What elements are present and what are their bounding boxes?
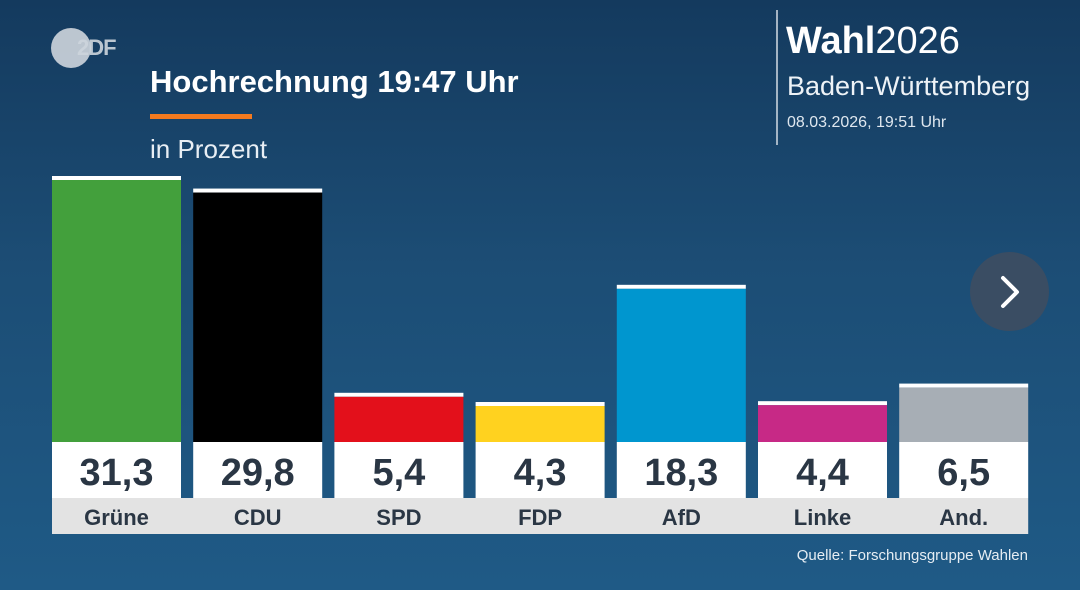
timestamp: 08.03.2026, 19:51 Uhr xyxy=(787,114,947,131)
bar-top-line xyxy=(616,284,746,289)
value-box xyxy=(616,442,746,498)
value-label: 6,5 xyxy=(937,452,990,494)
logo-circle xyxy=(51,28,91,68)
brand-divider xyxy=(776,10,778,145)
chevron-right-icon xyxy=(1000,275,1019,308)
bar-top-line xyxy=(899,383,1029,388)
chart-title: Hochrechnung 19:47 Uhr xyxy=(150,64,519,99)
category-label: FDP xyxy=(518,505,562,530)
bar-5 xyxy=(616,288,746,442)
bar-3 xyxy=(334,396,464,442)
bar-2 xyxy=(193,192,323,442)
bar-top-line xyxy=(334,392,464,397)
category-label: Grüne xyxy=(84,505,149,530)
category-label: CDU xyxy=(234,505,282,530)
brand-name: Wahl xyxy=(786,20,876,62)
value-label: 5,4 xyxy=(372,452,425,494)
category-strip xyxy=(52,498,1029,534)
value-box xyxy=(758,442,887,498)
bar-4 xyxy=(475,406,605,442)
bar-top-line xyxy=(52,176,181,180)
region-label: Baden-Württemberg xyxy=(787,71,1031,101)
bar-6 xyxy=(758,405,887,442)
brand-year: 2026 xyxy=(875,20,960,62)
next-button[interactable] xyxy=(970,252,1049,331)
bar-top-line xyxy=(193,188,323,193)
value-label: 29,8 xyxy=(221,452,295,494)
value-box xyxy=(52,442,181,498)
logo-text: 2DF xyxy=(77,35,117,60)
bar-1 xyxy=(52,180,181,442)
unit-label: in Prozent xyxy=(150,134,268,164)
title-underline xyxy=(150,114,252,119)
value-box xyxy=(475,442,605,498)
value-label: 4,3 xyxy=(514,452,567,494)
category-label: SPD xyxy=(376,505,421,530)
bar-top-line xyxy=(475,402,605,407)
category-label: AfD xyxy=(662,505,701,530)
source-note: Quelle: Forschungsgruppe Wahlen xyxy=(796,547,1028,564)
bar-top-line xyxy=(758,401,887,406)
value-box xyxy=(193,442,323,498)
value-label: 4,4 xyxy=(796,452,849,494)
bar-7 xyxy=(899,387,1029,442)
value-box xyxy=(334,442,464,498)
value-label: 31,3 xyxy=(80,452,154,494)
zdf-logo: 2DF xyxy=(51,28,121,68)
category-label: Linke xyxy=(794,505,851,530)
brand-title: Wahl2026 xyxy=(786,20,960,63)
value-box xyxy=(899,442,1029,498)
category-label: And. xyxy=(939,505,988,530)
value-label: 18,3 xyxy=(644,452,718,494)
